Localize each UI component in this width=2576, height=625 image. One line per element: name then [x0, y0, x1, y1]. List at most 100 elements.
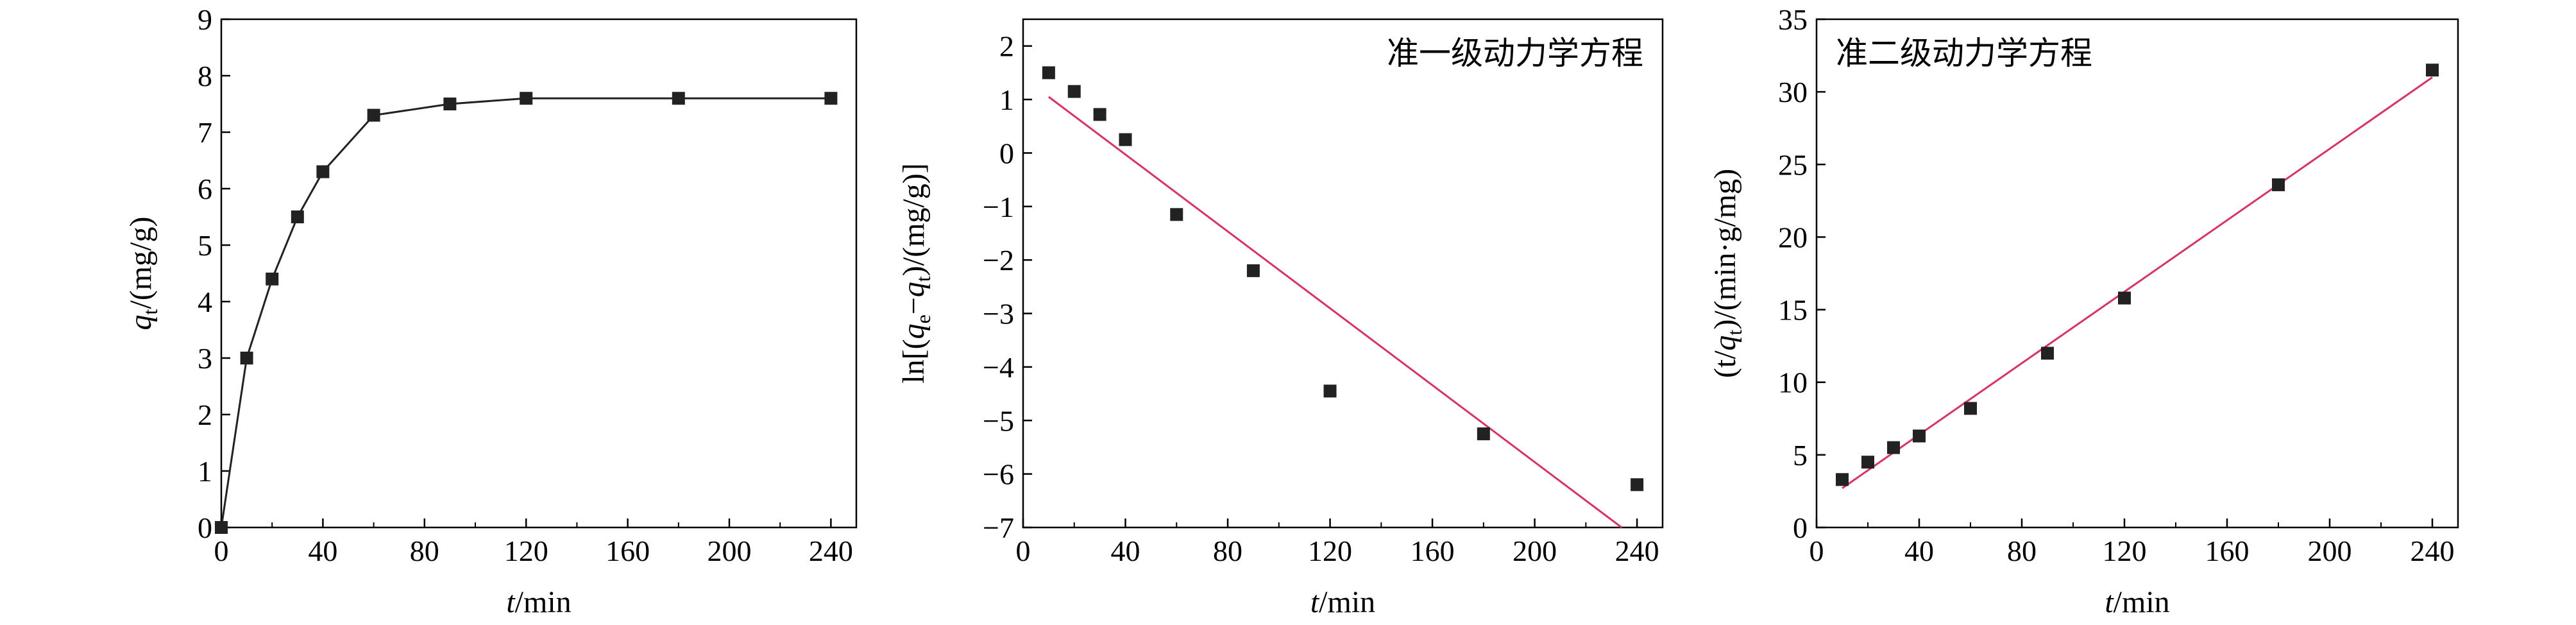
x-tick-label: 120	[2103, 535, 2147, 567]
panel-title: 准一级动力学方程	[1387, 35, 1643, 71]
panel-title: 准二级动力学方程	[1836, 35, 2092, 71]
data-point	[1119, 133, 1132, 146]
x-tick-label: 240	[1615, 535, 1659, 567]
y-tick-label: −2	[983, 244, 1014, 277]
data-point	[520, 92, 533, 105]
y-tick-label: 20	[1778, 221, 1808, 253]
fit-line	[1842, 76, 2433, 490]
data-point	[2426, 64, 2439, 77]
x-tick-label: 80	[2007, 535, 2037, 567]
y-tick-label: −7	[983, 511, 1014, 544]
y-tick-label: 35	[1778, 3, 1808, 36]
data-point	[291, 210, 304, 223]
y-axis-label-unit: )/(min·g/mg)	[1708, 169, 1742, 330]
y-tick-label: 3	[198, 342, 212, 375]
x-tick-label: 40	[1904, 535, 1934, 567]
y-axis-label-var: q	[124, 314, 158, 330]
y-axis-label-sub: t	[139, 309, 162, 314]
data-point	[1067, 85, 1081, 98]
x-tick-label: 0	[1809, 535, 1824, 567]
y-tick-label: 0	[1793, 511, 1808, 544]
y-tick-label: 5	[198, 229, 212, 262]
y-tick-label: −6	[983, 458, 1014, 491]
x-tick-label: 160	[1411, 535, 1455, 567]
x-tick-label: 80	[410, 535, 439, 567]
y-tick-label: 2	[198, 398, 212, 431]
y-tick-label: 8	[198, 60, 212, 92]
y-tick-label: −1	[983, 191, 1014, 223]
x-tick-label: 40	[1111, 535, 1140, 567]
x-axis-label: t/min	[2105, 585, 2169, 619]
y-axis-label-var: q	[897, 282, 931, 297]
data-point	[672, 92, 685, 105]
y-axis-label-unit: )/(mg/g)]	[897, 163, 931, 276]
y-tick-label: −5	[983, 404, 1014, 437]
y-tick-label: 4	[198, 286, 212, 318]
y-tick-label: 5	[1793, 439, 1808, 472]
plot-frame	[1022, 18, 1664, 529]
y-tick-label: 10	[1778, 366, 1808, 399]
y-axis-label-sub: e	[911, 314, 935, 323]
panel-pseudo-second-order: 0 40 80 120 160 200 240 0 5 10 15 20 25 30 35 t/min (t/q…	[1708, 3, 2459, 619]
x-tick-label: 0	[1016, 535, 1031, 567]
panel-pseudo-first-order: 0 40 80 120 160 200 240 2 1 0 −1 −2 −3 −4 −5 −6 −7 t/min l…	[897, 18, 1664, 619]
y-axis-label-part: ln[(	[897, 339, 931, 383]
x-tick-label: 40	[308, 535, 337, 567]
data-point	[1323, 384, 1337, 398]
data-point	[367, 108, 380, 122]
data-point	[316, 165, 330, 178]
x-axis-label-var: t	[506, 585, 516, 619]
data-point	[1042, 66, 1055, 80]
data-point	[1246, 264, 1260, 277]
data-point	[1477, 427, 1490, 441]
data-point	[215, 521, 228, 534]
x-axis-label-var: t	[2105, 585, 2114, 619]
y-tick-label: 9	[198, 3, 212, 36]
y-axis-label-sub: t	[1723, 329, 1746, 335]
x-axis-label-unit: /min	[2114, 585, 2170, 619]
x-tick-label: 240	[2411, 535, 2455, 567]
x-tick-label: 0	[214, 535, 229, 567]
y-tick-label: 25	[1778, 148, 1808, 181]
y-axis-label-part: (t/	[1708, 350, 1742, 378]
data-point	[1861, 456, 1874, 469]
x-tick-label: 80	[1213, 535, 1242, 567]
y-tick-label: 1	[999, 83, 1014, 116]
y-tick-label: 0	[198, 511, 212, 544]
plot-frame	[1815, 18, 2459, 529]
x-axis-label-unit: /min	[1319, 585, 1375, 619]
y-tick-label: 2	[999, 30, 1014, 63]
data-point	[1913, 429, 1926, 443]
y-axis-label-unit: /(mg/g)	[124, 217, 158, 309]
plot-frame	[220, 18, 858, 529]
x-tick-label: 160	[606, 535, 650, 567]
x-tick-label: 160	[2205, 535, 2250, 567]
y-tick-label: 1	[198, 455, 212, 488]
data-point	[1887, 441, 1900, 454]
x-axis-label: t/min	[1310, 585, 1375, 619]
y-axis-label-sub: t	[911, 276, 935, 282]
series-line	[220, 97, 831, 528]
x-tick-label: 200	[2308, 535, 2352, 567]
data-point	[824, 92, 838, 105]
data-point	[1170, 208, 1183, 221]
data-point	[1631, 478, 1644, 492]
data-point	[2041, 347, 2054, 360]
y-tick-label: −3	[983, 298, 1014, 330]
x-tick-label: 120	[504, 535, 548, 567]
y-axis-label: (t/qt)/(min·g/mg)	[1708, 169, 1746, 378]
data-point	[1093, 108, 1106, 121]
data-point	[1836, 473, 1849, 486]
data-point	[443, 98, 457, 110]
x-tick-label: 200	[1513, 535, 1557, 567]
x-axis-label-var: t	[1310, 585, 1320, 619]
x-axis-label: t/min	[506, 585, 571, 619]
y-tick-label: −4	[983, 351, 1014, 384]
y-axis-label-var: q	[1708, 335, 1742, 350]
y-axis-label-var: q	[897, 323, 931, 339]
y-tick-label: 0	[999, 137, 1014, 169]
data-point	[2118, 291, 2131, 305]
y-tick-label: 30	[1778, 76, 1808, 108]
y-axis-label-part: −	[897, 297, 931, 314]
